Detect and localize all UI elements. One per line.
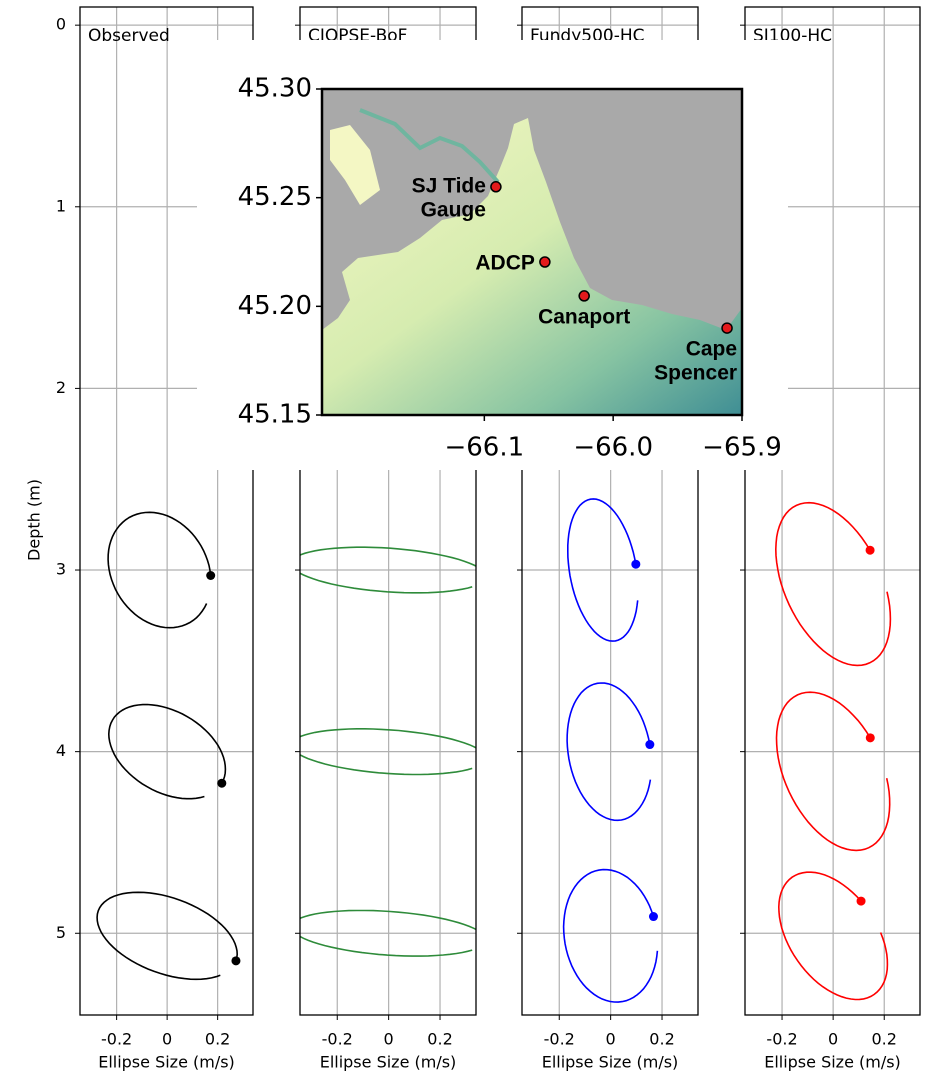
x-axis-label: Ellipse Size (m/s) xyxy=(542,1053,679,1072)
phase-dot xyxy=(866,546,875,555)
y-tick-label: 4 xyxy=(56,741,66,760)
x-tick-label: 0 xyxy=(606,1030,616,1049)
x-tick-label: 0.2 xyxy=(427,1030,452,1049)
phase-dot xyxy=(857,897,866,906)
x-axis-label: Ellipse Size (m/s) xyxy=(764,1053,901,1072)
y-tick-label: 2 xyxy=(56,378,66,397)
y-tick-label: 3 xyxy=(56,560,66,579)
x-tick-label: -0.2 xyxy=(544,1030,575,1049)
ellipses xyxy=(97,512,240,979)
station-label: Cape xyxy=(686,338,737,361)
y-axis-label: Depth (m) xyxy=(25,479,44,561)
x-axis-label: Ellipse Size (m/s) xyxy=(98,1053,235,1072)
y-tick-label: 5 xyxy=(56,923,66,942)
phase-dot xyxy=(217,779,226,788)
x-tick-label: -0.2 xyxy=(322,1030,353,1049)
x-tick-label: 0 xyxy=(828,1030,838,1049)
phase-dot xyxy=(206,571,215,580)
x-tick-label: 0.2 xyxy=(205,1030,230,1049)
x-tick-label: −66.1 xyxy=(444,433,524,463)
y-tick-label: 0 xyxy=(56,15,66,34)
y-tick-label: 45.25 xyxy=(238,182,312,212)
x-tick-label: −65.9 xyxy=(702,433,782,463)
x-tick-label: 0 xyxy=(384,1030,394,1049)
y-tick-label: 45.15 xyxy=(238,400,312,430)
phase-dot xyxy=(482,572,491,581)
station-label: Canaport xyxy=(538,305,630,328)
x-tick-label: 0 xyxy=(162,1030,172,1049)
phase-dot xyxy=(231,956,240,965)
figure: -0.2 0 0.2 0 1 2 3 4 5 Ellipse Size (m/s) Depth (m… xyxy=(0,0,940,1075)
x-tick-label: 0.2 xyxy=(872,1030,897,1049)
station-label: SJ Tide xyxy=(412,174,486,197)
station xyxy=(540,257,550,267)
station-label: ADCP xyxy=(475,252,535,275)
station xyxy=(491,182,501,192)
phase-dot xyxy=(645,740,654,749)
y-tick-label: 45.30 xyxy=(238,74,312,104)
phase-dot xyxy=(631,560,640,569)
x-tick-label: −66.0 xyxy=(573,433,653,463)
y-tick-label: 45.20 xyxy=(238,291,312,321)
x-tick-label: -0.2 xyxy=(766,1030,797,1049)
phase-dot xyxy=(482,754,491,763)
station xyxy=(579,291,589,301)
station-label: Gauge xyxy=(421,198,486,221)
x-tick-label: -0.2 xyxy=(101,1030,132,1049)
phase-dot xyxy=(482,936,491,945)
panel-title: Observed xyxy=(88,26,170,46)
x-axis-label: Ellipse Size (m/s) xyxy=(320,1053,457,1072)
station xyxy=(722,323,732,333)
x-tick-label: 0.2 xyxy=(649,1030,674,1049)
phase-dot xyxy=(866,733,875,742)
y-tick-label: 1 xyxy=(56,196,66,215)
station-label: Spencer xyxy=(654,362,737,385)
phase-dot xyxy=(649,912,658,921)
